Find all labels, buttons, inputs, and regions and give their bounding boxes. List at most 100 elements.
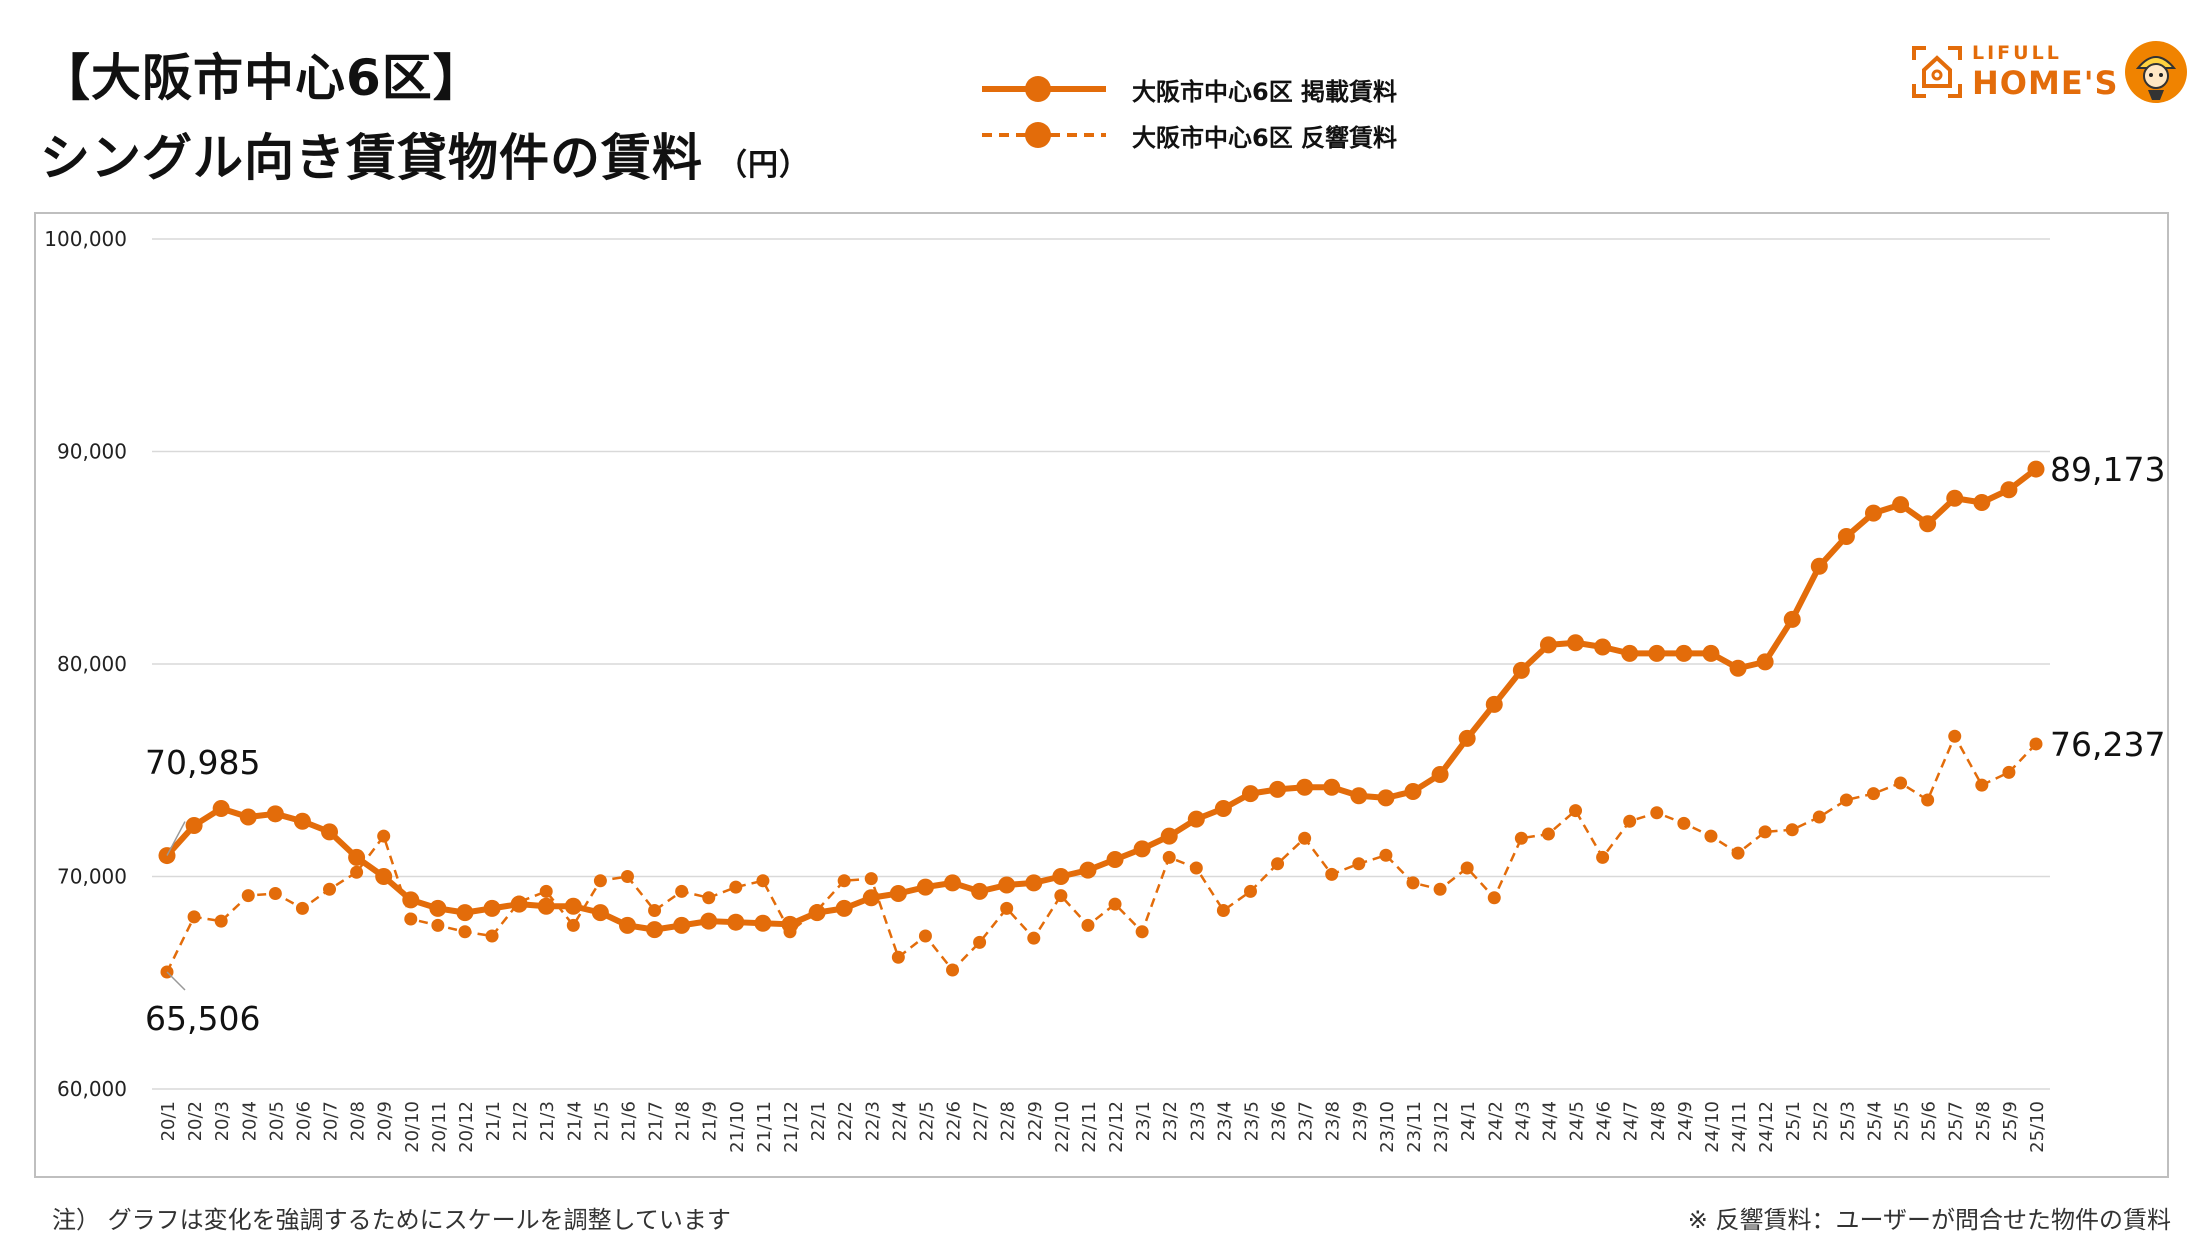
chart-frame — [34, 212, 2169, 1178]
x-tick-label: 23/8 — [1323, 1101, 1344, 1141]
listing-rent-point — [1892, 496, 1910, 514]
listing-rent-line — [164, 466, 2038, 933]
mascot-icon — [2125, 41, 2187, 103]
listing-rent-point — [1946, 489, 1964, 507]
inquiry-rent-point — [1271, 857, 1285, 871]
listing-rent-point — [754, 914, 772, 932]
x-tick-label: 22/3 — [862, 1101, 883, 1141]
listing-rent-point — [862, 889, 880, 907]
title-text: シングル向き賃貸物件の賃料 — [40, 129, 703, 187]
listing-rent-point — [1431, 766, 1449, 783]
listing-rent-point — [1296, 778, 1314, 796]
listing-rent-point — [1539, 636, 1557, 654]
unit-label: （円） — [717, 148, 810, 183]
listing-rent-point — [1729, 659, 1747, 677]
x-tick-label: 20/11 — [429, 1101, 450, 1153]
x-tick-label: 20/12 — [456, 1101, 477, 1153]
inquiry-rent-point — [295, 901, 309, 915]
x-tick-label: 22/10 — [1052, 1101, 1073, 1153]
inquiry-rent-point — [1027, 931, 1041, 945]
x-tick-label: 21/12 — [781, 1101, 802, 1153]
x-tick-label: 24/5 — [1567, 1101, 1588, 1141]
listing-rent-point — [971, 882, 989, 900]
listing-rent-point — [944, 874, 962, 892]
inquiry-rent-point — [1325, 867, 1339, 881]
x-tick-label: 21/6 — [618, 1101, 639, 1141]
listing-rent-point — [293, 812, 311, 830]
listing-rent-point — [889, 885, 907, 902]
listing-rent-point — [1052, 868, 1070, 885]
x-tick-label: 23/3 — [1187, 1101, 1208, 1141]
inquiry-rent-point — [1677, 816, 1691, 830]
legend-dashed-line-icon — [982, 122, 1106, 148]
inquiry-rent-point — [241, 889, 255, 903]
callout-leader — [166, 821, 186, 856]
x-tick-label: 22/1 — [808, 1101, 829, 1141]
legend-item-listing: 大阪市中心6区 掲載賃料 — [980, 66, 1397, 112]
inquiry-rent-point — [1379, 848, 1393, 862]
listing-rent-point — [1079, 861, 1097, 879]
y-tick-label: 100,000 — [44, 227, 127, 251]
inquiry-rent-point — [648, 904, 662, 917]
inquiry-rent-point — [864, 872, 878, 886]
listing-rent-point — [1404, 783, 1422, 800]
listing-rent-point — [185, 817, 203, 834]
inquiry-rent-point — [729, 880, 743, 894]
footnote-scale-note: 注） グラフは変化を強調するためにスケールを調整しています — [52, 1206, 731, 1234]
inquiry-rent-point — [837, 874, 851, 888]
inquiry-rent-point — [187, 910, 201, 924]
listing-rent-point — [375, 868, 393, 885]
inquiry-rent-point — [350, 865, 364, 879]
x-tick-label: 25/2 — [1810, 1101, 1831, 1141]
listing-rent-point — [1864, 504, 1882, 522]
inquiry-rent-point — [2029, 737, 2043, 751]
x-tick-label: 22/6 — [944, 1101, 965, 1141]
listing-rent-point — [916, 878, 934, 896]
x-tick-label: 22/4 — [889, 1101, 910, 1141]
x-tick-label: 20/9 — [375, 1101, 396, 1141]
x-tick-label: 23/11 — [1404, 1101, 1425, 1153]
inquiry-rent-point — [1731, 846, 1745, 860]
inquiry-rent-point — [946, 963, 960, 977]
series-layer — [158, 460, 2045, 979]
x-tick-label: 24/9 — [1675, 1101, 1696, 1141]
legend-label-inquiry: 大阪市中心6区 反響賃料 — [1132, 123, 1398, 152]
listing-rent-point — [1133, 840, 1151, 858]
x-tick-label: 20/8 — [348, 1101, 369, 1141]
x-tick-label: 23/6 — [1269, 1101, 1290, 1141]
inquiry-rent-point — [1460, 861, 1474, 875]
listing-rent-point — [618, 916, 636, 934]
listing-rent-point — [1214, 800, 1232, 817]
x-tick-label: 20/3 — [212, 1101, 233, 1141]
listing-rent-point — [998, 876, 1016, 894]
footnote-inquiry-definition: ※ 反響賃料：ユーザーが問合せた物件の賃料 — [1687, 1206, 2171, 1234]
x-tick-label: 20/2 — [185, 1101, 206, 1141]
listing-rent-point — [1241, 785, 1259, 803]
x-tick-label: 21/9 — [700, 1101, 721, 1141]
y-tick-label: 60,000 — [57, 1077, 127, 1101]
inquiry-rent-point — [1162, 850, 1176, 864]
y-axis: 60,000 70,000 80,000 90,000 100,000 — [44, 227, 127, 1101]
listing-rent-point — [1648, 644, 1666, 662]
x-tick-label: 20/7 — [321, 1101, 342, 1141]
legend-item-inquiry: 大阪市中心6区 反響賃料 — [980, 112, 1397, 158]
inquiry-rent-point — [1785, 823, 1799, 837]
x-tick-label: 23/12 — [1431, 1101, 1452, 1153]
x-tick-label: 24/1 — [1458, 1101, 1479, 1141]
inquiry-rent-point — [810, 904, 824, 917]
inquiry-rent-point — [1569, 804, 1583, 818]
x-tick-label: 22/7 — [971, 1101, 992, 1141]
x-tick-label: 20/10 — [402, 1101, 423, 1153]
listing-rent-point — [1973, 494, 1991, 511]
x-tick-label: 23/5 — [1241, 1101, 1262, 1141]
inquiry-rent-point — [1514, 831, 1528, 845]
x-tick-label: 25/4 — [1864, 1101, 1885, 1141]
inquiry-rent-point — [431, 918, 445, 932]
inquiry-rent-point — [1406, 876, 1420, 890]
listing-rent-point — [2000, 481, 2018, 499]
inquiry-rent-point — [593, 874, 607, 888]
callout-leader — [166, 971, 186, 991]
listing-rent-point — [835, 899, 853, 917]
inquiry-rent-point — [2002, 765, 2016, 779]
x-tick-label: 24/2 — [1485, 1101, 1506, 1141]
